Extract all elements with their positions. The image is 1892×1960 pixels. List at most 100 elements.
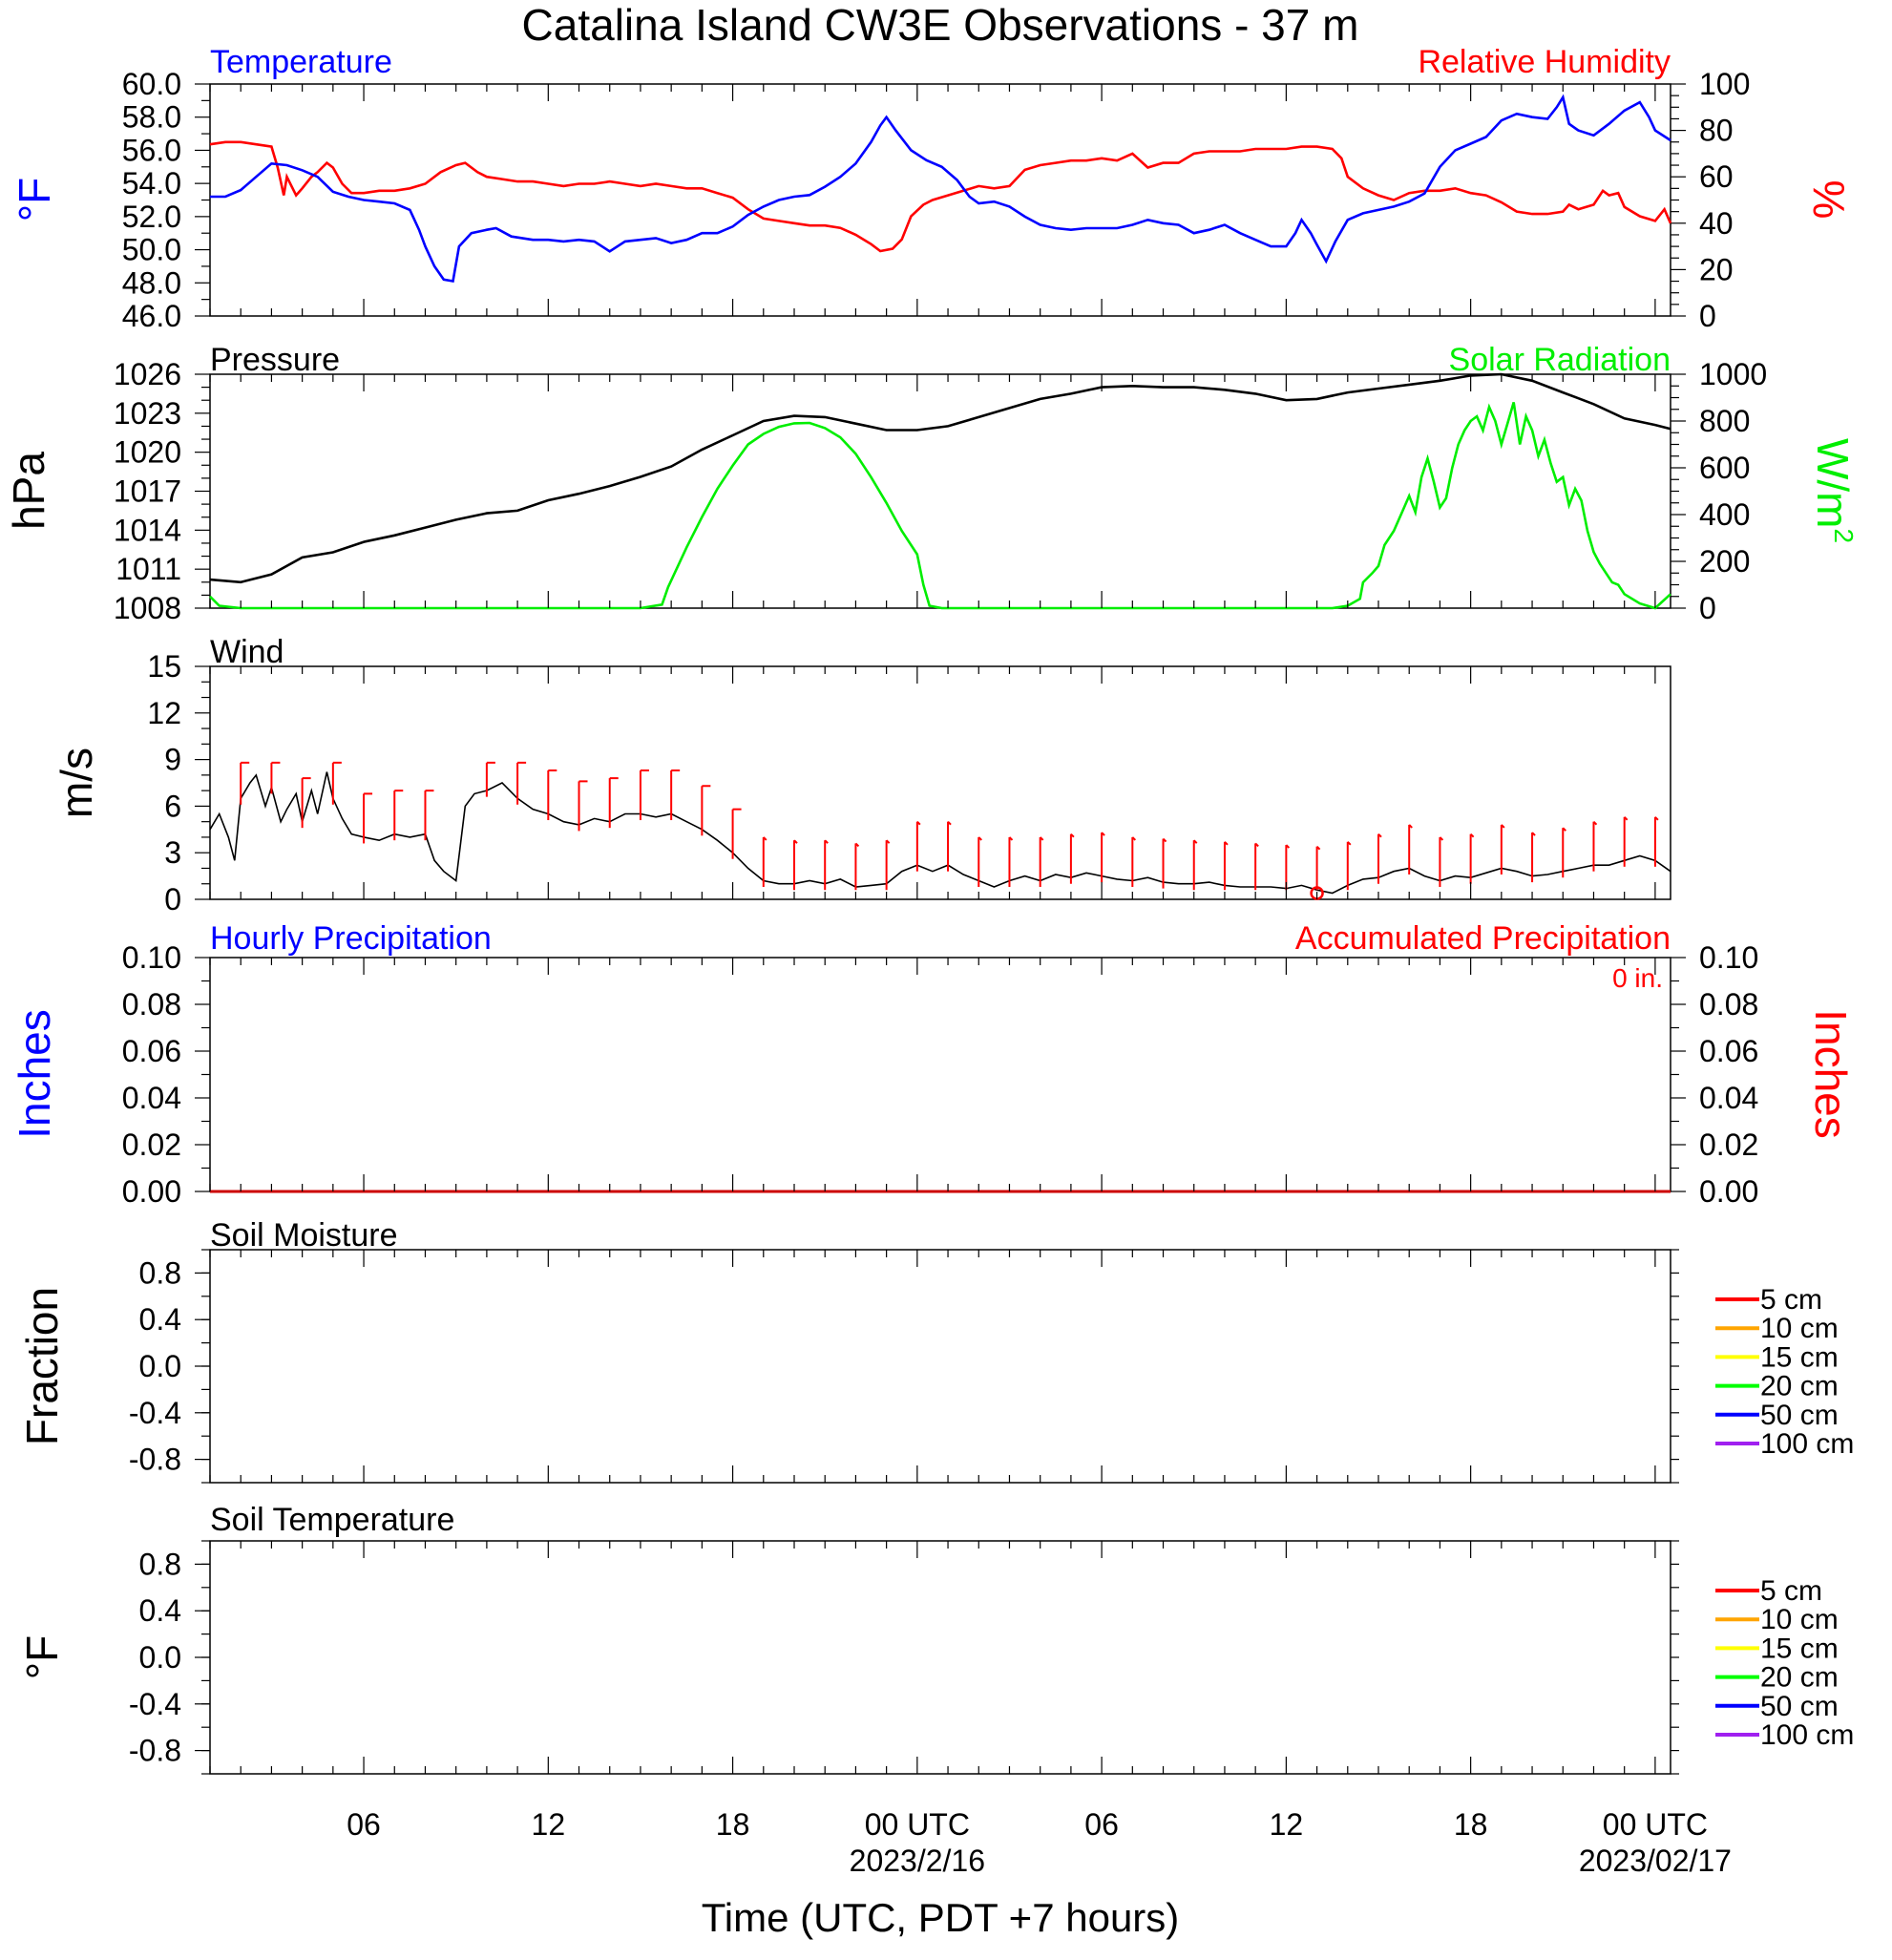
legend-label: 15 cm [1760, 1341, 1839, 1373]
wind-barb-flag [885, 839, 891, 844]
accum-precip-title: Accumulated Precipitation [1295, 920, 1671, 957]
tick-label: 0.4 [139, 1593, 181, 1628]
soil-temperature-panel: Soil Temperature °F -0.8 -0.4 0.0 0.4 0.8 5 … [17, 1502, 1854, 1775]
tick-label: 1014 [114, 513, 181, 547]
soil-moisture-title: Soil Moisture [210, 1217, 398, 1254]
soil-temperature-ticks: -0.8 -0.4 0.0 0.4 0.8 [129, 1540, 210, 1775]
tick-label: 1026 [114, 357, 181, 391]
tick-label: 54.0 [122, 166, 181, 200]
soil-moisture-axis-label: Fraction [17, 1287, 67, 1445]
wind-barb-flag [793, 839, 798, 844]
x-tick-label: 00 UTC [865, 1807, 970, 1842]
wind-barb-flag [1193, 839, 1198, 844]
tick-label: 1011 [116, 552, 181, 586]
x-tick-label: 06 [347, 1807, 381, 1842]
panel-frame [209, 665, 1671, 900]
solar-line [209, 402, 1671, 610]
temperature-ticks: 46.048.050.052.054.056.058.060.0 [122, 67, 210, 333]
pressure-ticks: 1008 1011 1014 1017 1020 1023 1026 [114, 357, 210, 625]
x-tick-label: 18 [716, 1807, 750, 1842]
tick-label: -0.8 [129, 1443, 181, 1477]
tick-label: 0 [1699, 299, 1716, 333]
wind-barb-flag [1162, 837, 1167, 843]
panel-frame [209, 1249, 1671, 1484]
wind-barb-flag [978, 836, 982, 841]
wind-barb-flag [916, 820, 921, 826]
wind-barb-flag [1439, 836, 1444, 841]
legend-label: 10 cm [1760, 1313, 1839, 1344]
x-date-label: 2023/2/16 [850, 1844, 985, 1878]
wind-axis-label: m/s [52, 748, 101, 818]
pressure-axis-label: hPa [4, 452, 53, 530]
x-tick-label: 12 [1270, 1807, 1304, 1842]
accum-precip-value: 0 in. [1612, 963, 1663, 993]
wind-barb-flag [1469, 832, 1475, 838]
solar-axis-label: W/m2 [1808, 438, 1859, 543]
legend-label: 50 cm [1760, 1691, 1839, 1722]
tick-label: 0 [1699, 591, 1716, 625]
panel-frame [209, 373, 1671, 609]
tick-label: 1008 [114, 591, 181, 625]
soil-temperature-right-ticks [1671, 1540, 1679, 1775]
pressure-line [209, 372, 1671, 584]
x-tick-label: 12 [532, 1807, 566, 1842]
wind-barb-flag [1224, 841, 1229, 846]
soil-moisture-panel: Soil Moisture Fraction -0.8 -0.4 0.0 0.4 0.8… [17, 1217, 1854, 1484]
tick-label: 0.00 [1699, 1174, 1758, 1209]
tick-label: 600 [1699, 451, 1750, 485]
soil-temperature-title: Soil Temperature [210, 1502, 454, 1538]
accum-precip-axis-label: Inches [1806, 1009, 1856, 1139]
tick-label: 0.04 [122, 1081, 181, 1115]
panel-frame [209, 1540, 1671, 1775]
hourly-precip-ticks: 0.00 0.02 0.04 0.06 0.08 0.10 [122, 940, 210, 1209]
wind-barb-flag [1315, 845, 1321, 851]
tick-label: 200 [1699, 544, 1750, 579]
tick-label: 9 [164, 743, 181, 777]
chart-title: Catalina Island CW3E Observations - 37 m [522, 0, 1359, 50]
hourly-precip-axis-label: Inches [10, 1009, 59, 1139]
tick-label: 1020 [114, 435, 181, 470]
tick-label: 0.4 [139, 1302, 181, 1337]
soil-temperature-axis-label: °F [17, 1635, 67, 1680]
tick-label: 1023 [114, 396, 181, 431]
tick-label: 0.06 [122, 1034, 181, 1068]
tick-label: 60 [1699, 159, 1734, 194]
x-tick-label: 06 [1084, 1807, 1119, 1842]
solar-title: Solar Radiation [1449, 342, 1671, 378]
solar-axis-unit: W/m [1808, 438, 1858, 529]
wind-barbs [240, 761, 1659, 900]
humidity-ticks: 0 20 40 60 80 100 [1671, 67, 1750, 333]
wind-barb-flag [1101, 832, 1105, 836]
wind-ticks: 0 3 6 9 12 15 [147, 649, 210, 917]
soil-moisture-right-ticks [1671, 1249, 1679, 1484]
wind-barb-flag [1131, 836, 1137, 841]
panel-frame [209, 83, 1671, 317]
tick-label: 48.0 [122, 265, 181, 300]
tick-label: 0.8 [139, 1255, 181, 1290]
legend-label: 10 cm [1760, 1604, 1839, 1635]
panel-frame [209, 957, 1671, 1192]
legend-label: 50 cm [1760, 1400, 1839, 1431]
tick-label: 0.06 [1699, 1034, 1758, 1068]
wind-barb-flag [1008, 836, 1014, 841]
tick-label: 60.0 [122, 67, 181, 101]
temperature-humidity-panel: Temperature Relative Humidity °F % 46.04… [10, 44, 1854, 333]
wind-barb-flag [1562, 827, 1566, 832]
pressure-title: Pressure [210, 342, 340, 378]
wind-panel: Wind m/s 0 3 6 9 12 15 [52, 634, 1671, 917]
wind-barb-flag [1070, 832, 1075, 838]
tick-label: 46.0 [122, 299, 181, 333]
tick-label: 0.02 [1699, 1128, 1758, 1162]
humidity-title: Relative Humidity [1418, 44, 1671, 80]
tick-label: 800 [1699, 404, 1750, 438]
wind-barb-flag [1654, 816, 1659, 821]
x-date-label: 2023/02/17 [1579, 1844, 1732, 1878]
legend-label: 100 cm [1760, 1719, 1854, 1751]
temperature-title: Temperature [210, 44, 392, 80]
tick-label: 50.0 [122, 233, 181, 267]
wind-barb-flag [1592, 820, 1598, 826]
legend-label: 5 cm [1760, 1575, 1822, 1607]
wind-title: Wind [210, 634, 284, 670]
wind-barb-flag [1285, 844, 1291, 849]
